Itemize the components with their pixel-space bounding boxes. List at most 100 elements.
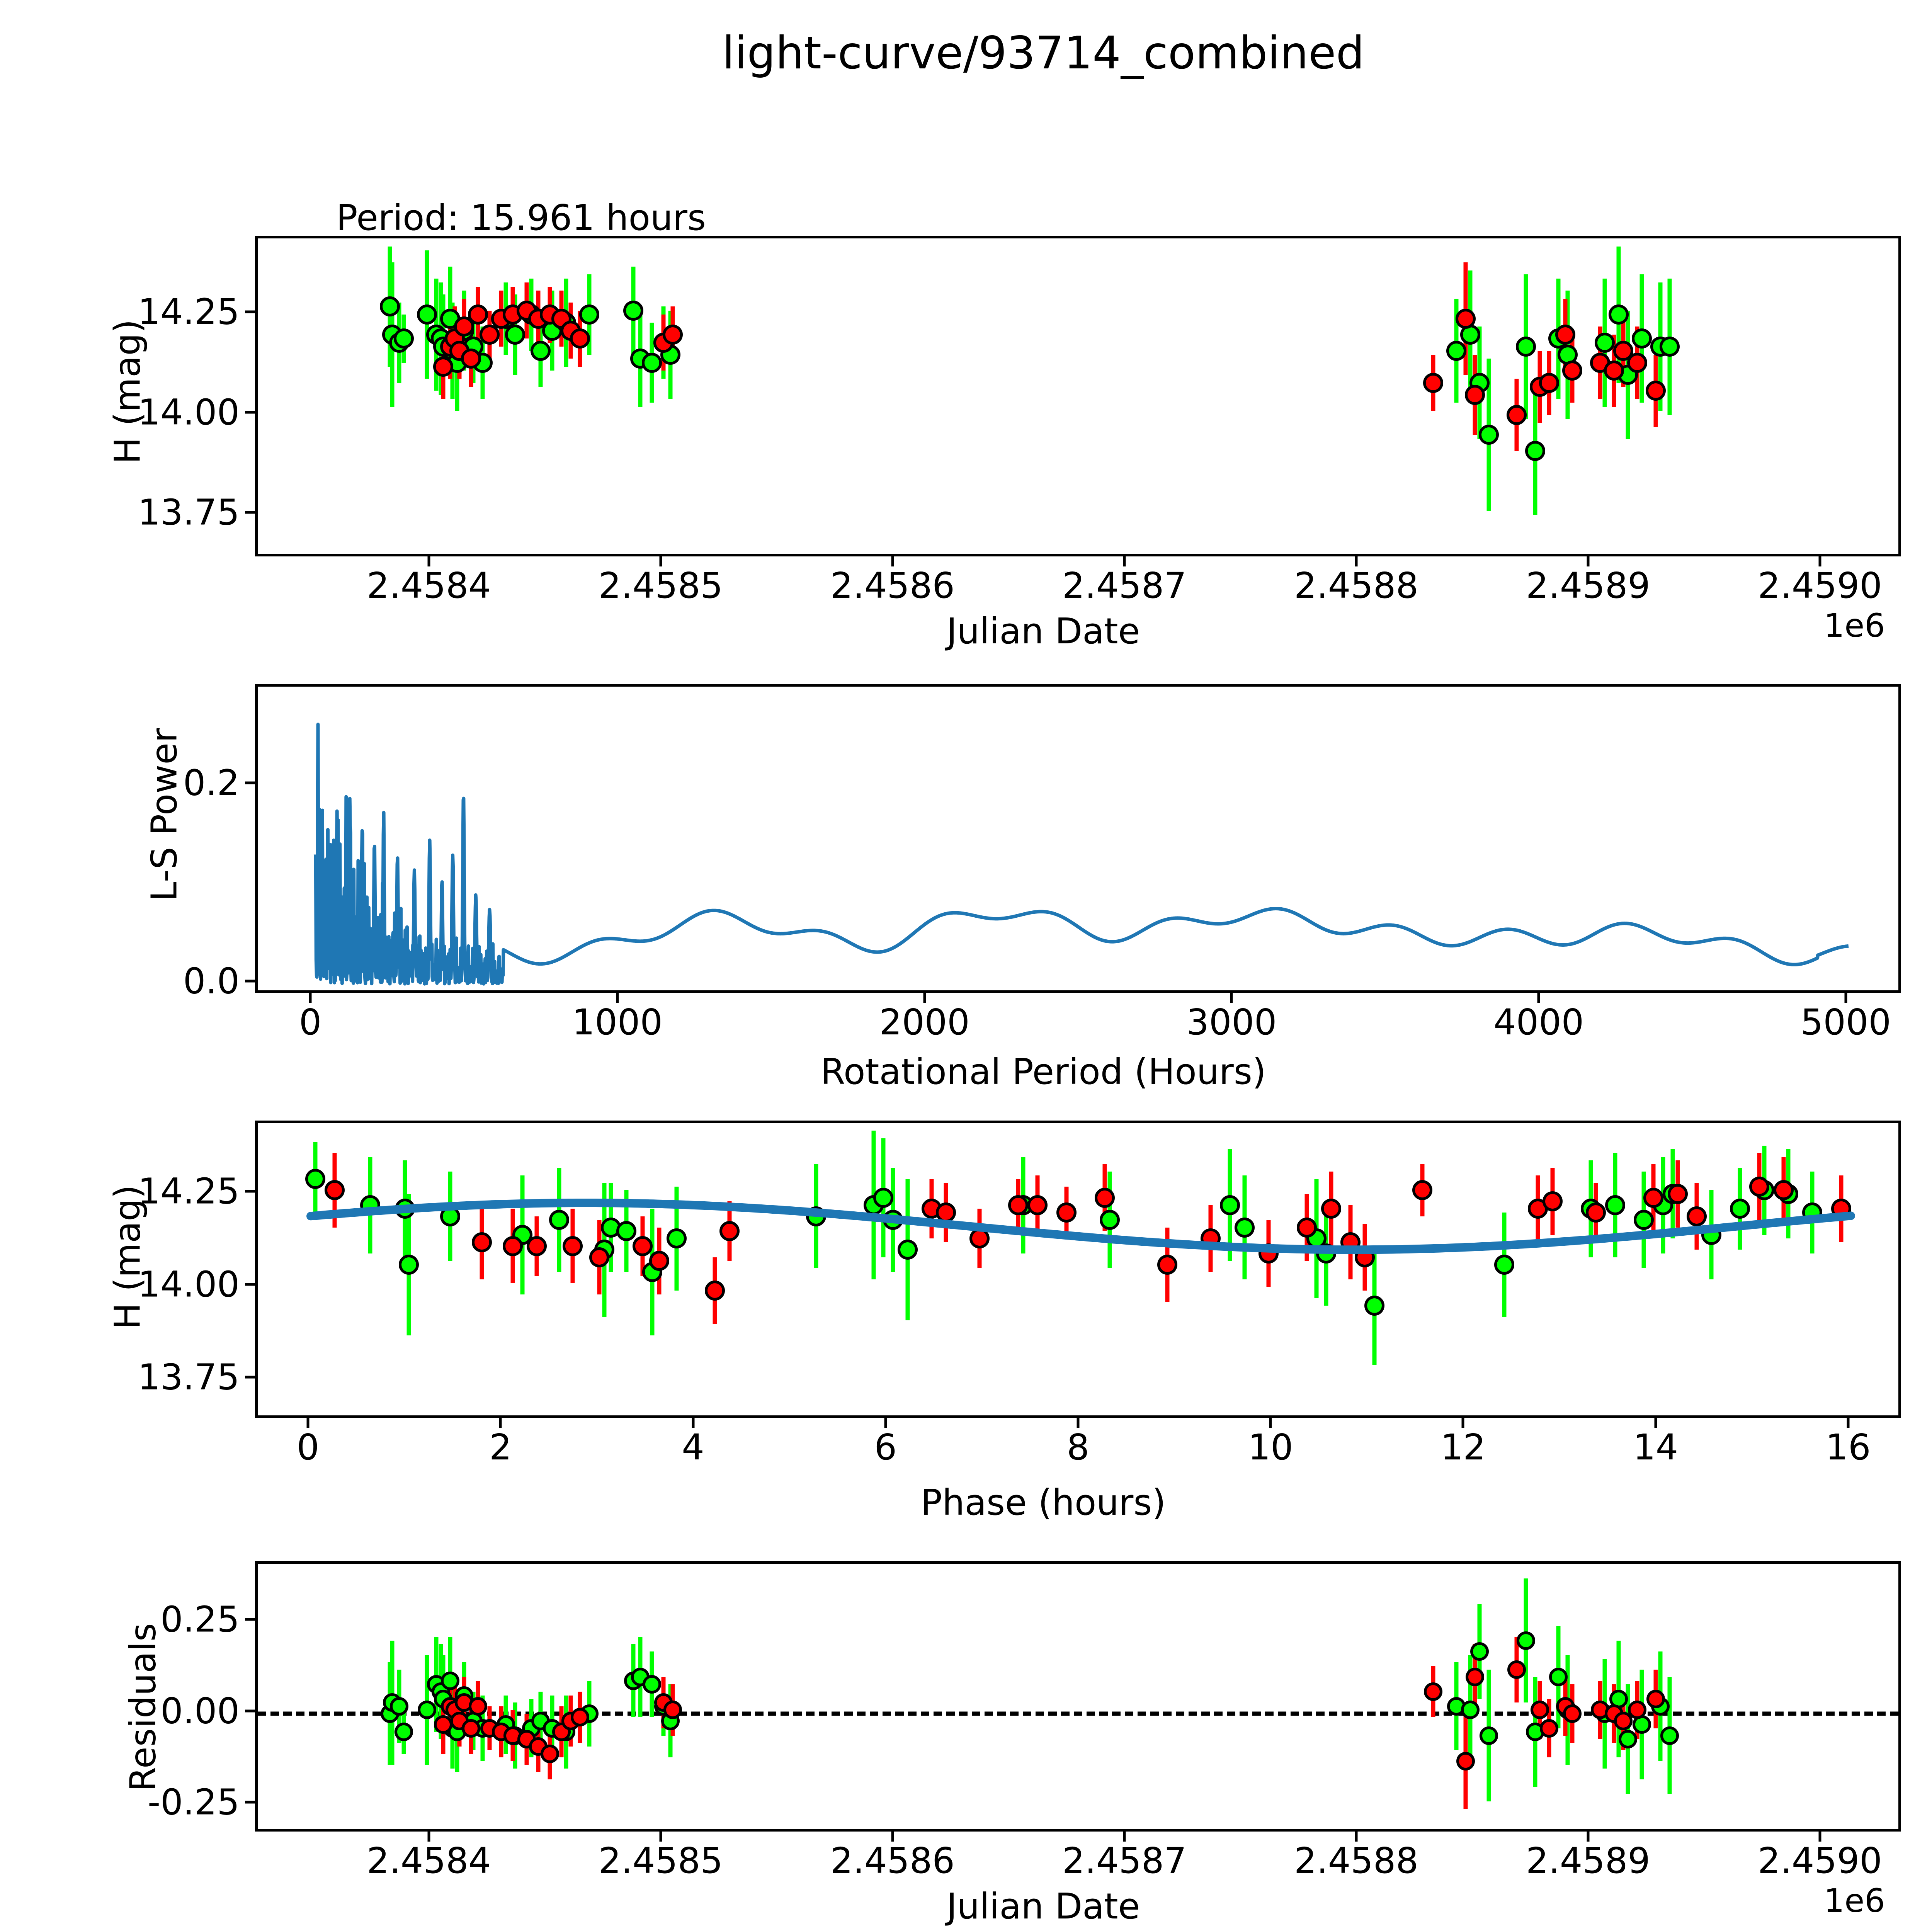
data-point <box>480 325 500 345</box>
y-tick-label: 13.75 <box>138 1356 240 1398</box>
periodogram-xlabel: Rotational Period (Hours) <box>820 1051 1266 1092</box>
data-point <box>1525 440 1545 461</box>
y-tick-label: 14.25 <box>138 291 240 333</box>
data-point <box>1749 1176 1770 1197</box>
phase-xlabel: Phase (hours) <box>920 1482 1166 1523</box>
x-tick-label: 2.4585 <box>599 1840 723 1881</box>
data-point <box>642 352 662 373</box>
data-point <box>1466 1668 1484 1687</box>
data-point <box>1056 1202 1077 1223</box>
data-point <box>897 1240 918 1260</box>
data-point <box>1646 1690 1665 1708</box>
data-point <box>1424 1682 1442 1701</box>
data-point <box>1773 1180 1794 1201</box>
y-tick-mark <box>245 1709 255 1713</box>
lightcurve-xlabel: Julian Date <box>946 611 1140 652</box>
y-tick-mark <box>245 1801 255 1804</box>
x-tick-label: 2.4586 <box>830 1840 955 1881</box>
data-point <box>1628 1701 1646 1719</box>
data-point <box>1646 381 1666 401</box>
x-tick-label: 14 <box>1633 1427 1679 1468</box>
x-tick-label: 2.4584 <box>367 1840 491 1881</box>
data-point <box>390 1697 408 1716</box>
data-point <box>571 1708 589 1727</box>
x-tick-mark <box>1818 556 1821 566</box>
x-tick-mark <box>616 993 619 1003</box>
x-tick-label: 0 <box>299 1002 322 1043</box>
x-tick-mark <box>1230 993 1233 1003</box>
x-tick-mark <box>891 1832 894 1842</box>
x-tick-mark <box>1818 1832 1821 1842</box>
data-point <box>1461 1701 1480 1719</box>
x-tick-mark <box>1355 556 1358 566</box>
x-tick-mark <box>1123 556 1126 566</box>
x-tick-label: 2.4586 <box>830 565 955 606</box>
x-tick-label: 4000 <box>1493 1002 1584 1043</box>
phase-axes <box>255 1121 1901 1418</box>
data-point <box>579 304 599 325</box>
data-point <box>472 1232 492 1252</box>
y-tick-mark <box>245 1190 255 1193</box>
data-point <box>461 349 481 369</box>
x-tick-label: 16 <box>1825 1427 1871 1468</box>
data-point <box>1619 1730 1637 1749</box>
data-point <box>1542 1191 1563 1212</box>
x-tick-label: 8 <box>1066 1427 1090 1468</box>
x-tick-label: 2.4589 <box>1526 1840 1650 1881</box>
data-point <box>1099 1210 1120 1230</box>
data-point <box>1562 361 1582 381</box>
data-point <box>1660 1726 1679 1745</box>
figure-title: light-curve/93714_combined <box>722 27 1365 79</box>
data-point <box>1609 304 1629 325</box>
data-point <box>1456 1752 1475 1770</box>
residuals-xlabel: Julian Date <box>946 1886 1140 1927</box>
x-tick-mark <box>659 556 662 566</box>
data-point <box>1297 1217 1317 1238</box>
data-point <box>505 325 525 345</box>
data-point <box>666 1228 687 1249</box>
x-tick-label: 3000 <box>1186 1002 1277 1043</box>
data-point <box>380 296 400 317</box>
phase-ylabel: H (mag) <box>107 1185 148 1330</box>
data-point <box>394 328 414 349</box>
data-point <box>1643 1187 1664 1208</box>
data-point <box>1595 332 1615 353</box>
data-point <box>705 1281 725 1301</box>
data-point <box>1446 340 1466 361</box>
data-point <box>1555 325 1575 345</box>
data-point <box>418 1701 436 1719</box>
x-tick-label: 4 <box>682 1427 704 1468</box>
x-tick-mark <box>1461 1418 1464 1428</box>
data-point <box>395 1723 413 1742</box>
x-tick-mark <box>306 1418 310 1428</box>
y-tick-label: 0.2 <box>183 762 240 804</box>
data-point <box>1220 1195 1240 1215</box>
x-tick-label: 2.4587 <box>1062 565 1187 606</box>
data-point <box>1549 1668 1568 1687</box>
x-tick-mark <box>499 1418 502 1428</box>
data-point <box>1730 1199 1750 1219</box>
data-point <box>1480 1726 1498 1745</box>
x-tick-mark <box>1847 1418 1850 1428</box>
data-point <box>1517 1631 1535 1650</box>
y-tick-label: -0.25 <box>147 1781 240 1823</box>
data-point <box>1027 1195 1048 1215</box>
y-tick-mark <box>245 1618 255 1621</box>
x-tick-label: 2.4584 <box>367 565 491 606</box>
data-point <box>1585 1202 1606 1223</box>
x-tick-label: 2.4585 <box>599 565 723 606</box>
periodogram-axes <box>255 684 1901 993</box>
data-point <box>1321 1199 1341 1219</box>
x-tick-label: 2 <box>489 1427 512 1468</box>
data-point <box>1539 372 1559 393</box>
data-point <box>719 1221 740 1242</box>
data-point <box>643 1675 661 1694</box>
lightcurve-panel-title: Period: 15.961 hours <box>336 197 706 238</box>
data-point <box>623 300 643 321</box>
data-point <box>1667 1184 1688 1204</box>
data-point <box>434 1715 452 1734</box>
x-tick-label: 2000 <box>879 1002 970 1043</box>
x-tick-label: 2.4587 <box>1062 1840 1187 1881</box>
data-point <box>1660 337 1680 357</box>
x-tick-mark <box>427 1832 430 1842</box>
